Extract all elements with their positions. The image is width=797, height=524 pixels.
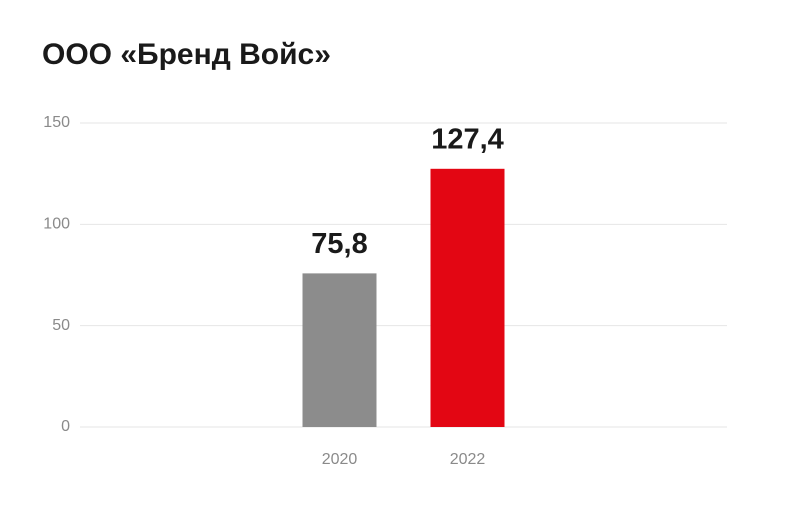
value-label: 75,8 <box>311 228 367 260</box>
bar <box>302 273 377 427</box>
y-tick-label: 150 <box>43 114 70 131</box>
y-tick-label: 0 <box>61 418 70 435</box>
x-tick-label: 2022 <box>450 451 486 468</box>
value-label: 127,4 <box>431 123 504 155</box>
bar <box>430 168 505 427</box>
y-tick-label: 100 <box>43 216 70 233</box>
chart-title: ООО «Бренд Войс» <box>42 38 331 71</box>
y-tick-label: 50 <box>52 317 70 334</box>
x-tick-label: 2020 <box>322 451 358 468</box>
